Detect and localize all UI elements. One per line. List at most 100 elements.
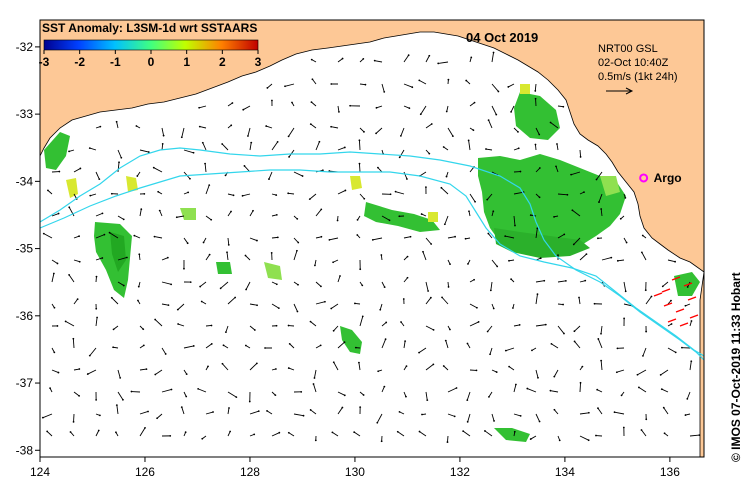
current-arrow-head: [68, 206, 71, 209]
current-arrow-head: [553, 408, 556, 411]
current-arrow-head: [164, 353, 167, 355]
current-arrow-head: [518, 324, 521, 326]
current-arrow-head: [161, 142, 164, 145]
current-arrow-head: [476, 306, 478, 309]
current-arrow: [554, 409, 559, 415]
current-arrow: [513, 191, 524, 195]
current-arrow-head: [449, 263, 451, 265]
current-arrow-head: [579, 381, 582, 384]
current-arrow: [89, 147, 97, 151]
current-arrow-head: [230, 210, 232, 213]
current-arrow-head: [487, 232, 490, 235]
colorbar: -3 -2 -1 0 1 2 3: [39, 39, 262, 69]
current-arrow-head: [142, 344, 145, 347]
current-arrow-head: [596, 388, 599, 391]
current-arrow-head: [595, 178, 598, 181]
current-arrow: [425, 237, 432, 245]
current-arrow-head: [637, 386, 640, 389]
current-arrow: [51, 369, 59, 373]
current-arrow-head: [553, 375, 556, 378]
current-arrow: [315, 236, 322, 239]
current-arrow-head: [549, 389, 552, 392]
current-arrow: [176, 215, 185, 218]
current-arrow-head: [266, 87, 269, 89]
current-arrow: [403, 236, 411, 239]
current-arrow-head: [534, 97, 537, 100]
current-arrow-head: [398, 410, 401, 413]
current-arrow: [243, 105, 251, 111]
current-arrow-head: [662, 406, 665, 409]
current-arrow-head: [140, 208, 143, 211]
current-arrow: [161, 143, 164, 151]
current-arrow-head: [398, 156, 401, 159]
current-arrow: [199, 281, 207, 287]
current-arrow: [73, 168, 81, 173]
current-arrow-head: [421, 413, 423, 416]
current-arrow-head: [330, 125, 333, 128]
current-time: 02-Oct 10:40Z: [598, 57, 669, 69]
current-arrow-head: [309, 123, 312, 126]
x-tick-label: 130: [345, 465, 365, 479]
current-arrow: [397, 431, 405, 437]
current-arrow: [293, 250, 298, 261]
current-arrow: [227, 237, 230, 245]
current-arrow-head: [125, 256, 128, 259]
current-arrow: [550, 390, 559, 393]
current-arrow-red: [653, 292, 663, 297]
current-arrow-head: [275, 324, 278, 327]
colorbar-tick-label: 3: [255, 55, 262, 69]
current-arrow-head: [115, 404, 118, 406]
current-arrow: [205, 411, 214, 415]
current-arrow-head: [598, 201, 600, 203]
current-arrow-head: [625, 241, 628, 244]
current-arrow-head: [354, 346, 357, 349]
argo-marker[interactable]: Argo: [639, 171, 682, 185]
current-arrow: [469, 321, 479, 327]
current-arrow: [513, 413, 521, 417]
x-tick-label: 128: [240, 465, 260, 479]
current-arrow: [161, 281, 172, 285]
current-arrow-head: [95, 398, 98, 401]
current-arrow-head: [297, 241, 300, 244]
current-arrow-red: [667, 318, 677, 323]
current-arrow-head: [492, 51, 495, 54]
current-arrow-head: [428, 152, 431, 155]
current-arrow: [447, 435, 449, 443]
current-arrow: [183, 345, 194, 349]
current-arrow-head: [115, 431, 117, 434]
current-arrow-head: [674, 351, 677, 354]
current-arrow-head: [313, 377, 316, 379]
current-arrow: [288, 367, 295, 371]
current-arrow-head: [418, 79, 421, 82]
current-arrow-head: [489, 353, 491, 356]
current-arrow-head: [230, 124, 233, 127]
current-arrow-head: [408, 107, 411, 110]
current-arrow-head: [143, 192, 146, 195]
current-arrow: [641, 429, 647, 437]
current-arrow-head: [495, 371, 498, 373]
land-southeast: [699, 271, 705, 458]
current-arrow-head: [620, 394, 623, 397]
current-arrow: [372, 237, 383, 241]
current-arrow-head: [332, 329, 335, 332]
current-arrow: [95, 430, 100, 437]
current-arrow-head: [343, 341, 346, 344]
current-arrow-head: [97, 429, 100, 432]
current-arrow: [95, 171, 100, 180]
current-arrow-head: [343, 146, 346, 149]
current-arrow: [358, 362, 361, 371]
current-arrow-head: [363, 197, 366, 200]
current-arrow-head: [318, 140, 321, 143]
current-arrow-head: [314, 439, 317, 442]
map-title: SST Anomaly: L3SM-1d wrt SSTAARS: [42, 21, 257, 35]
current-arrow-head: [99, 414, 101, 417]
current-arrow-head: [504, 349, 507, 352]
current-arrow-head: [361, 315, 364, 318]
current-arrow: [139, 209, 142, 217]
current-arrow-head: [375, 106, 378, 109]
current-arrow: [445, 340, 449, 349]
current-arrow: [288, 127, 295, 137]
current-arrow-head: [359, 268, 362, 271]
current-arrow-red: [689, 314, 699, 319]
current-arrow-head: [674, 260, 676, 263]
